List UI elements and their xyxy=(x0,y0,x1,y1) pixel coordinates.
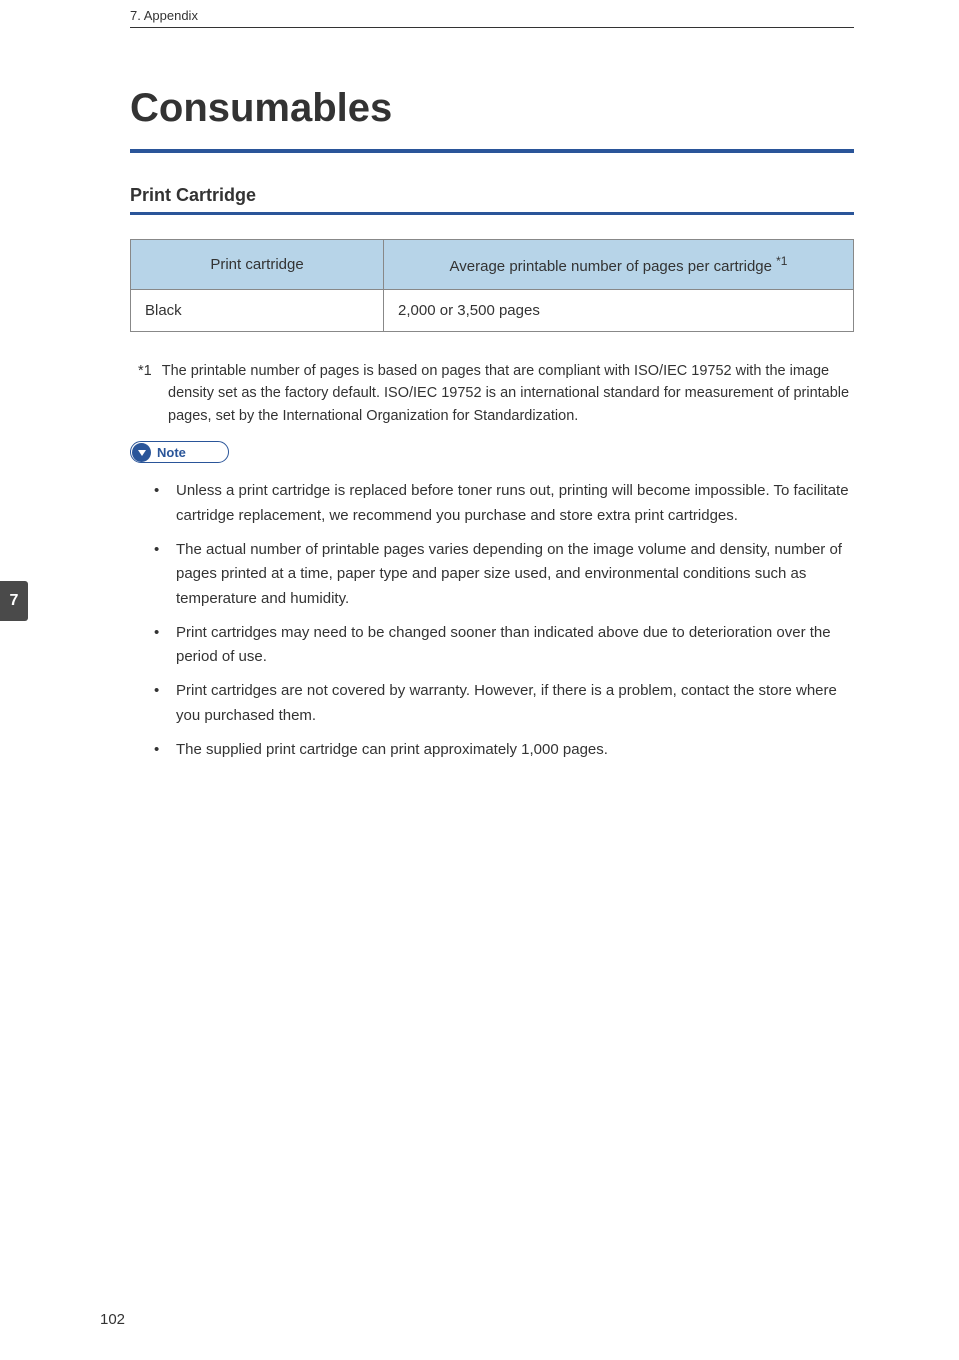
list-item: Unless a print cartridge is replaced bef… xyxy=(154,479,854,528)
list-item: The supplied print cartridge can print a… xyxy=(154,738,854,762)
arrow-down-icon xyxy=(132,443,151,462)
table-row: Black 2,000 or 3,500 pages xyxy=(131,290,854,332)
header-breadcrumb: 7. Appendix xyxy=(130,0,854,28)
footnote: *1 The printable number of pages is based… xyxy=(130,360,854,427)
table-header-row: Print cartridge Average printable number… xyxy=(131,240,854,290)
table-header-pages-main: Average printable number of pages per ca… xyxy=(450,258,777,275)
table-header-cartridge: Print cartridge xyxy=(131,240,384,290)
note-badge: Note xyxy=(130,441,229,463)
page-number: 102 xyxy=(100,1311,125,1328)
list-item: The actual number of printable pages var… xyxy=(154,538,854,611)
note-list: Unless a print cartridge is replaced bef… xyxy=(130,479,854,762)
footnote-marker: *1 xyxy=(138,363,152,379)
arrow-down-glyph xyxy=(138,450,146,456)
section-heading: Print Cartridge xyxy=(130,185,854,215)
table-cell-pages: 2,000 or 3,500 pages xyxy=(384,290,854,332)
chapter-tab: 7 xyxy=(0,581,28,621)
note-badge-label: Note xyxy=(157,445,186,460)
table-header-pages: Average printable number of pages per ca… xyxy=(384,240,854,290)
list-item: Print cartridges may need to be changed … xyxy=(154,621,854,670)
table-cell-cartridge: Black xyxy=(131,290,384,332)
table-header-pages-sup: *1 xyxy=(776,254,787,268)
cartridge-table: Print cartridge Average printable number… xyxy=(130,239,854,332)
list-item: Print cartridges are not covered by warr… xyxy=(154,679,854,728)
page-title: Consumables xyxy=(130,86,854,153)
footnote-text: The printable number of pages is based o… xyxy=(162,363,849,424)
